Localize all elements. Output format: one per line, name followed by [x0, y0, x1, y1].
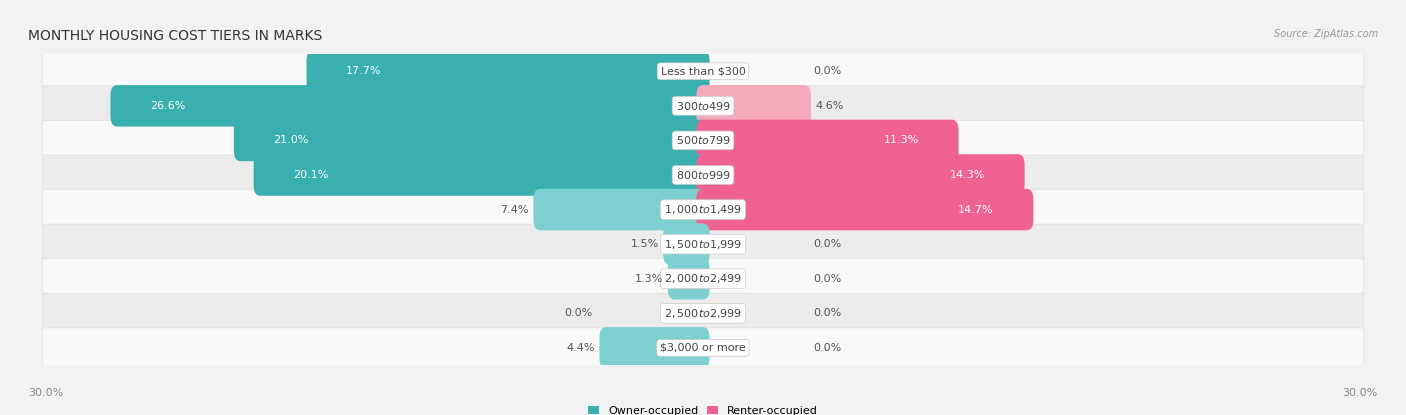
Text: 0.0%: 0.0% — [813, 66, 841, 76]
FancyBboxPatch shape — [42, 120, 1364, 161]
Text: 0.0%: 0.0% — [813, 274, 841, 284]
FancyBboxPatch shape — [696, 189, 1033, 230]
FancyBboxPatch shape — [696, 154, 1025, 196]
FancyBboxPatch shape — [42, 86, 1364, 126]
Text: 14.7%: 14.7% — [959, 205, 994, 215]
FancyBboxPatch shape — [42, 328, 1364, 368]
FancyBboxPatch shape — [42, 293, 1364, 333]
FancyBboxPatch shape — [664, 223, 710, 265]
Text: 30.0%: 30.0% — [28, 388, 63, 398]
FancyBboxPatch shape — [533, 189, 710, 230]
Text: Source: ZipAtlas.com: Source: ZipAtlas.com — [1274, 29, 1378, 39]
FancyBboxPatch shape — [696, 120, 959, 161]
Text: MONTHLY HOUSING COST TIERS IN MARKS: MONTHLY HOUSING COST TIERS IN MARKS — [28, 29, 322, 43]
FancyBboxPatch shape — [42, 155, 1364, 195]
Text: 1.5%: 1.5% — [631, 239, 659, 249]
FancyBboxPatch shape — [42, 224, 1364, 264]
Text: 21.0%: 21.0% — [273, 135, 309, 145]
Text: $2,500 to $2,999: $2,500 to $2,999 — [664, 307, 742, 320]
FancyBboxPatch shape — [42, 190, 1364, 229]
Text: 4.4%: 4.4% — [567, 343, 595, 353]
Text: $500 to $799: $500 to $799 — [675, 134, 731, 146]
Text: 14.3%: 14.3% — [949, 170, 986, 180]
Text: 11.3%: 11.3% — [883, 135, 920, 145]
Text: 30.0%: 30.0% — [1343, 388, 1378, 398]
FancyBboxPatch shape — [253, 154, 710, 196]
Text: 1.3%: 1.3% — [636, 274, 664, 284]
Text: 0.0%: 0.0% — [813, 343, 841, 353]
FancyBboxPatch shape — [668, 258, 710, 300]
Text: $800 to $999: $800 to $999 — [675, 169, 731, 181]
Text: $3,000 or more: $3,000 or more — [661, 343, 745, 353]
FancyBboxPatch shape — [599, 327, 710, 369]
Text: 0.0%: 0.0% — [813, 239, 841, 249]
Text: 0.0%: 0.0% — [565, 308, 593, 318]
FancyBboxPatch shape — [111, 85, 710, 127]
Text: Less than $300: Less than $300 — [661, 66, 745, 76]
Text: 7.4%: 7.4% — [501, 205, 529, 215]
Text: $300 to $499: $300 to $499 — [675, 100, 731, 112]
Text: 0.0%: 0.0% — [813, 308, 841, 318]
FancyBboxPatch shape — [233, 120, 710, 161]
FancyBboxPatch shape — [42, 51, 1364, 91]
FancyBboxPatch shape — [696, 85, 811, 127]
Text: 20.1%: 20.1% — [294, 170, 329, 180]
Legend: Owner-occupied, Renter-occupied: Owner-occupied, Renter-occupied — [588, 405, 818, 415]
Text: 26.6%: 26.6% — [150, 101, 186, 111]
Text: 17.7%: 17.7% — [346, 66, 381, 76]
FancyBboxPatch shape — [307, 51, 710, 92]
Text: 4.6%: 4.6% — [815, 101, 844, 111]
Text: $1,000 to $1,499: $1,000 to $1,499 — [664, 203, 742, 216]
Text: $1,500 to $1,999: $1,500 to $1,999 — [664, 238, 742, 251]
FancyBboxPatch shape — [42, 259, 1364, 299]
Text: $2,000 to $2,499: $2,000 to $2,499 — [664, 272, 742, 285]
